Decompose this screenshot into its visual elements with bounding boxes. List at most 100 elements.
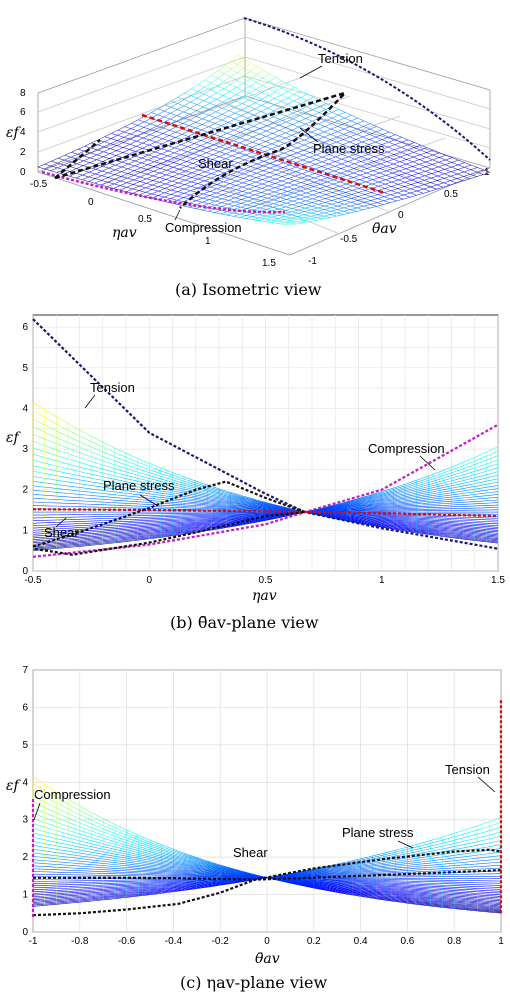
panel-a-mesh-line [218, 78, 224, 81]
panel-a-mesh-line [313, 113, 320, 116]
panel-a-mesh-line [134, 177, 141, 180]
panel-a-mesh-line [163, 128, 169, 130]
panel-a-mesh-line [143, 138, 149, 140]
panel-a-mesh-line [257, 171, 264, 174]
panel-a-mesh-line [410, 191, 417, 193]
panel-a-mesh-line [266, 136, 272, 138]
panel-a-mesh-line [234, 127, 241, 130]
panel-a-mesh-line [426, 155, 433, 157]
panel-a-mesh-line [164, 117, 170, 119]
panel-a-mesh-line [146, 185, 153, 188]
panel-a-mesh-line [148, 165, 154, 167]
panel-a-mesh-line [408, 140, 414, 143]
panel-a-mesh-line [331, 126, 338, 129]
panel-a-mesh-line [115, 170, 121, 172]
panel-a-mesh-line [327, 182, 333, 184]
panel-a-mesh-line [276, 175, 282, 177]
panel-a-mesh-line [268, 192, 275, 194]
panel-a-mesh-line [203, 191, 210, 194]
panel-a-mesh-line [281, 191, 288, 193]
panel-a-mesh-line [198, 172, 205, 175]
panel-a-mesh-line [266, 133, 273, 136]
panel-a-mesh-line [280, 203, 287, 205]
panel-a-mesh-line [51, 171, 57, 173]
panel-a-mesh-line [211, 71, 218, 76]
panel-a-mesh-line [418, 176, 425, 178]
panel-a-mesh-line [257, 169, 263, 171]
panel-a-mesh-line [169, 136, 175, 138]
panel-a-mesh-line [464, 170, 471, 172]
panel-a-mesh-line [155, 152, 161, 154]
panel-a-mesh-line [426, 160, 433, 162]
panel-a-mesh-line [274, 194, 281, 196]
panel-a-mesh-line [230, 92, 236, 95]
panel-a-mesh-line [319, 195, 326, 197]
panel-a-mesh-line [153, 173, 160, 176]
panel-a-mesh-line [272, 217, 278, 218]
panel-a-mesh-line [162, 141, 169, 144]
panel-a-mesh-line [354, 173, 360, 175]
panel-a-mesh-line [126, 189, 133, 192]
panel-a-mesh-line [234, 213, 240, 214]
panel-a-mesh-line [347, 178, 354, 180]
panel-a-mesh-line [148, 152, 155, 155]
panel-a-mesh-line [432, 167, 439, 169]
panel-a-mesh-line [332, 202, 339, 204]
panel-a-mesh-line [281, 183, 288, 185]
panel-a-mesh-line [260, 123, 266, 126]
panel-a-mesh-line [311, 215, 318, 217]
panel-a-mesh-line [327, 184, 334, 186]
panel-a-mesh-line [190, 105, 197, 109]
panel-a-mesh-line [168, 151, 174, 153]
panel-a-mesh-line [306, 203, 313, 205]
panel-a-mesh-line [281, 91, 288, 95]
panel-a-mesh-line [153, 176, 159, 178]
panel-a-mesh-line [150, 135, 156, 137]
panel-a-mesh-line [276, 170, 282, 172]
panel-a-mesh-line [438, 176, 444, 178]
panel-a-mesh-line [333, 106, 339, 109]
panel-a-mesh-line [251, 164, 258, 167]
panel-a-mesh-line [221, 122, 228, 125]
panel-a-mesh-line [133, 189, 139, 191]
panel-a-mesh-line [354, 162, 361, 164]
panel-a-mesh-line [317, 219, 324, 220]
panel-a-mesh-line [222, 117, 229, 120]
panel-a-mesh-line [322, 167, 328, 169]
panel-a-mesh-line [224, 74, 230, 77]
panel-a-mesh-line [182, 131, 189, 134]
panel-a-mesh-line [293, 119, 299, 122]
panel-a-mesh-line [309, 171, 315, 173]
panel-a-mesh-line [346, 190, 353, 192]
panel-a-mesh-line [395, 137, 402, 139]
panel-a-mesh-line [95, 180, 102, 183]
panel-a-mesh-line [146, 188, 152, 190]
panel-a-mesh-line [366, 180, 373, 182]
panel-a-mesh-line [247, 205, 253, 207]
panel-a-mesh-line [371, 197, 377, 199]
panel-a-mesh-line [88, 182, 94, 184]
panel-a-mesh-line [284, 218, 291, 220]
panel-a-mesh-line [346, 186, 353, 188]
panel-a-mesh-line [318, 135, 324, 138]
panel-a-mesh-line [131, 123, 137, 125]
panel-a-mesh-line [217, 96, 224, 100]
panel-a-mesh-line [423, 191, 430, 193]
panel-a-mesh-line [210, 97, 216, 100]
panel-a-mesh-line [385, 188, 391, 190]
panel-a-mesh-line [307, 97, 314, 100]
panel-a-mesh-line [334, 169, 341, 171]
panel-a-mesh-line [282, 177, 288, 179]
panel-a-mesh-line [235, 113, 241, 116]
panel-a-mesh-line [204, 97, 211, 101]
panel-a-mesh-line [390, 197, 397, 199]
panel-a-mesh-line [95, 174, 101, 176]
panel-a-mesh-line [357, 121, 364, 124]
panel-a-mesh-line [393, 164, 399, 166]
panel-a-mesh-line [228, 206, 235, 208]
panel-a-mesh-line [439, 162, 445, 165]
panel-a-mesh-line [261, 106, 267, 109]
panel-a-mesh-line [331, 208, 337, 210]
panel-a-mesh-line [259, 215, 265, 216]
panel-a-mesh-line [340, 182, 346, 184]
